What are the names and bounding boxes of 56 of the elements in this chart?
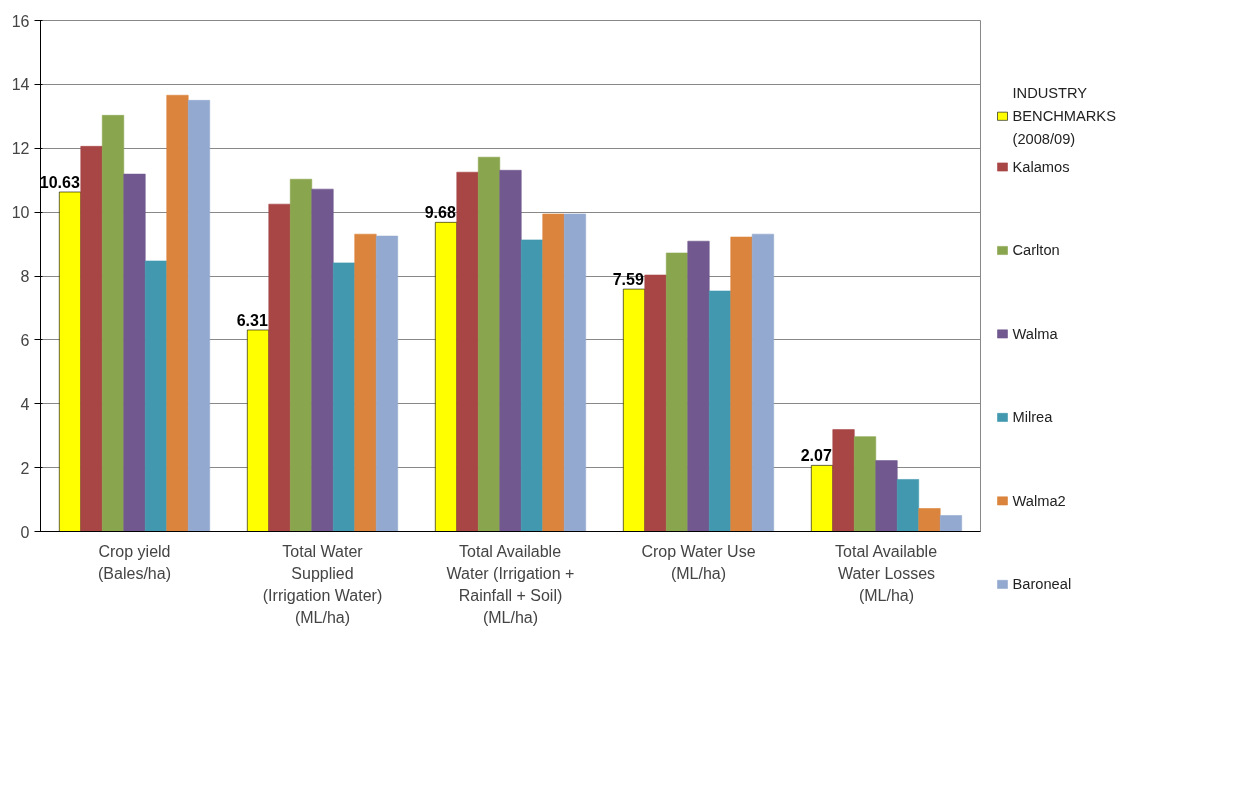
- bar: [918, 508, 941, 532]
- y-tick-label: 6: [20, 331, 30, 349]
- legend-label: Carlton: [1012, 242, 1060, 259]
- bar: [144, 260, 168, 532]
- x-tick-label: Crop Water Use (ML/ha): [641, 542, 756, 582]
- y-tick-label: 10: [11, 204, 30, 222]
- bar: [354, 233, 377, 532]
- bar: [499, 169, 522, 532]
- y-tick-label: 14: [11, 76, 30, 94]
- y-tick-label: 4: [20, 395, 30, 413]
- bar: [542, 213, 565, 532]
- x-tick-label: Total Available Water Losses (ML/ha): [835, 542, 938, 604]
- legend-label: Walma2: [1012, 492, 1066, 509]
- y-tick-label: 8: [20, 268, 30, 285]
- bar: [101, 115, 125, 532]
- bar: [80, 146, 103, 532]
- bar: [268, 203, 291, 532]
- x-tick-label: Total Water Supplied (Irrigation Water) (ML/ha): [262, 542, 383, 626]
- legend-label: Milrea: [1012, 409, 1054, 426]
- y-tick-label: 2: [20, 459, 30, 477]
- bar: [730, 236, 753, 532]
- data-label: 7.59: [612, 271, 644, 289]
- bar: [853, 436, 877, 532]
- bar: [187, 100, 210, 532]
- x-tick-label: Crop yield (Bales/ha): [98, 542, 171, 582]
- bar: [665, 252, 689, 532]
- bar: [563, 213, 586, 532]
- bar: [832, 429, 855, 532]
- bar: [375, 235, 398, 532]
- legend-label: Walma: [1012, 325, 1059, 342]
- bar: [332, 262, 356, 532]
- bar: [644, 274, 667, 532]
- legend-label: Baroneal: [1012, 576, 1072, 593]
- data-label: 2.07: [800, 447, 832, 465]
- data-label: 6.31: [236, 311, 268, 329]
- bar: [477, 156, 501, 532]
- bar: [875, 460, 898, 532]
- bar: [289, 178, 313, 532]
- legend-label: Kalamos: [1012, 159, 1070, 175]
- y-tick-label: 16: [11, 12, 30, 30]
- bar: [708, 290, 732, 532]
- bar: [751, 233, 774, 532]
- bar: [687, 240, 710, 532]
- y-tick-label: 12: [11, 140, 30, 158]
- data-label: 9.68: [424, 204, 456, 222]
- x-tick-label: Total Available Water (Irrigation + Rainfall + Soil) (ML/ha): [446, 542, 575, 626]
- data-label: 10.63: [39, 174, 80, 191]
- bar: [123, 173, 146, 532]
- bar: [896, 479, 920, 532]
- bar: [939, 515, 962, 532]
- bar: [166, 94, 189, 532]
- y-tick-label: 0: [20, 523, 30, 541]
- bar: [456, 171, 479, 532]
- bar: [520, 239, 544, 532]
- bar: [311, 188, 334, 532]
- legend-label: INDUSTRY BENCHMARKS (2008/09): [1012, 85, 1117, 148]
